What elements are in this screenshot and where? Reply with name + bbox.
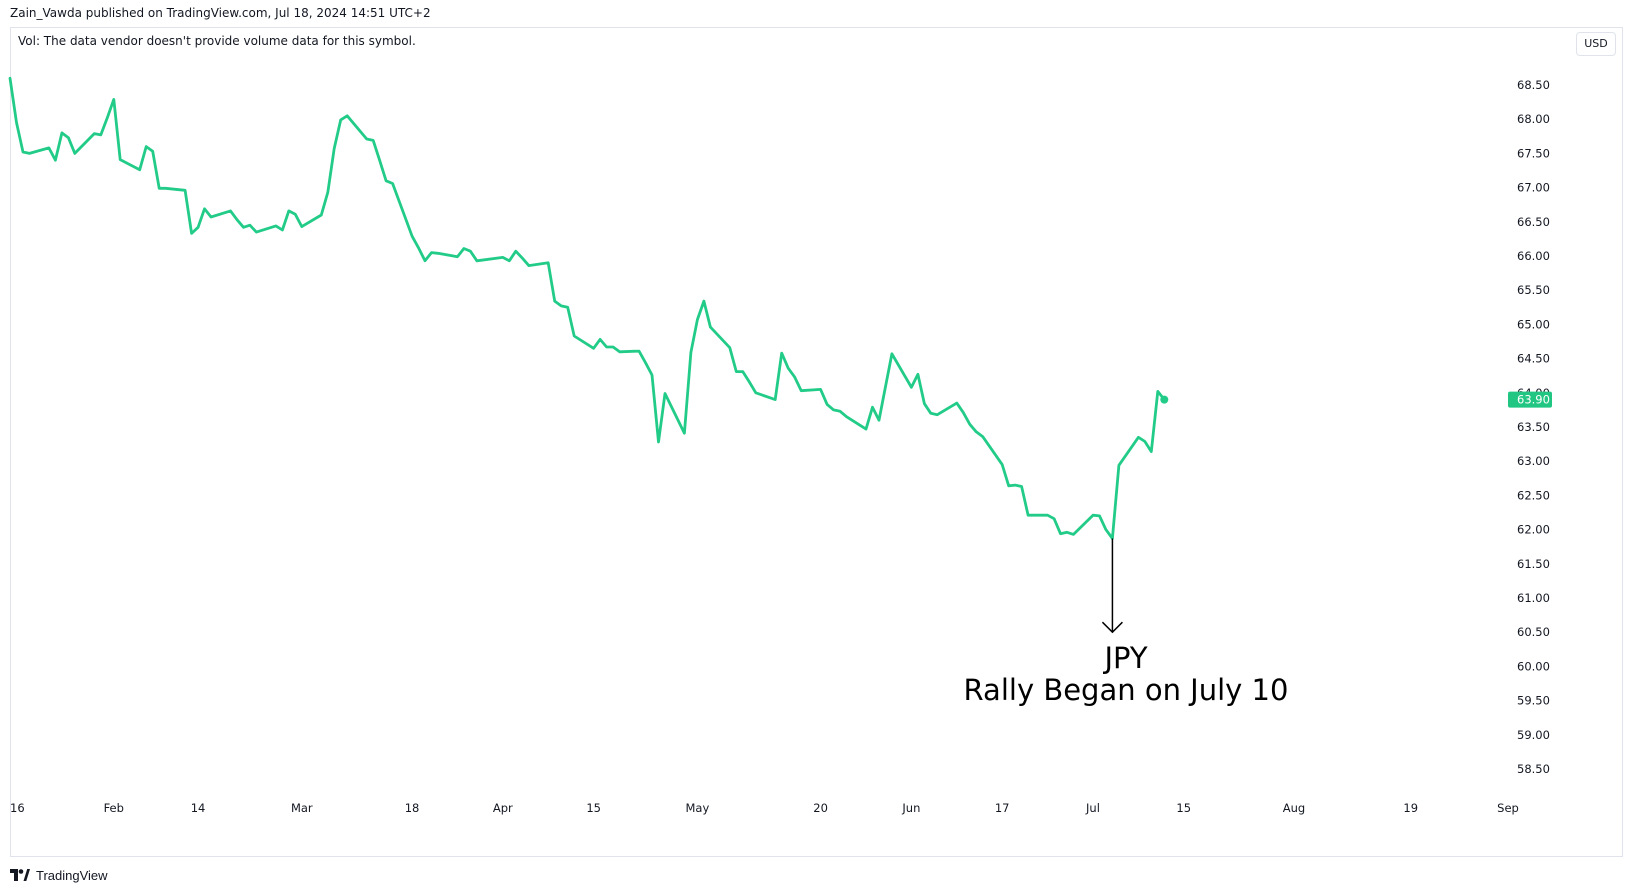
y-tick-label: 66.00	[1517, 249, 1550, 263]
y-tick-label: 67.00	[1517, 181, 1550, 195]
y-tick-label: 64.50	[1517, 352, 1550, 366]
x-tick-label: 15	[1176, 801, 1191, 815]
annotation-subtitle: Rally Began on July 10	[964, 673, 1289, 707]
y-tick-label: 65.50	[1517, 283, 1550, 297]
brand[interactable]: TradingView	[10, 866, 108, 884]
volume-note: Vol: The data vendor doesn't provide vol…	[18, 34, 416, 48]
x-tick-label: May	[686, 801, 710, 815]
x-tick-label: Jun	[901, 801, 920, 815]
y-tick-label: 61.50	[1517, 557, 1550, 571]
brand-name: TradingView	[36, 867, 108, 883]
publisher-line: Zain_Vawda published on TradingView.com,…	[10, 6, 431, 20]
chart-frame	[10, 27, 1623, 857]
y-tick-label: 65.00	[1517, 317, 1550, 331]
x-axis: 16 Feb 14 Mar 18 Apr 15 May 20 Jun 17 Jul 15 Aug 19 Sep	[10, 801, 1519, 815]
currency-button[interactable]: USD	[1576, 32, 1616, 56]
x-tick-label: Jul	[1085, 801, 1100, 815]
y-tick-label: 60.00	[1517, 659, 1550, 673]
y-tick-label: 68.00	[1517, 112, 1550, 126]
y-tick-label: 61.00	[1517, 591, 1550, 605]
last-price-label: 63.90	[1517, 393, 1550, 407]
x-tick-label: 14	[191, 801, 206, 815]
y-tick-label: 66.50	[1517, 215, 1550, 229]
x-tick-label: 18	[405, 801, 420, 815]
y-tick-label: 58.50	[1517, 762, 1550, 776]
last-price-tag-bg	[1508, 391, 1552, 408]
y-tick-label: 63.00	[1517, 454, 1550, 468]
series-group	[8, 76, 1169, 540]
price-series-line	[8, 76, 1166, 540]
y-tick-label: 62.50	[1517, 488, 1550, 502]
x-tick-label: Sep	[1497, 801, 1519, 815]
annotation-title: JPY	[1102, 641, 1147, 675]
y-tick-label: 59.50	[1517, 694, 1550, 708]
y-tick-label: 67.50	[1517, 146, 1550, 160]
y-tick-label: 62.00	[1517, 523, 1550, 537]
x-tick-label: 17	[995, 801, 1010, 815]
last-price-dot	[1160, 395, 1169, 404]
x-tick-label: Feb	[104, 801, 124, 815]
y-tick-label: 63.50	[1517, 420, 1550, 434]
x-tick-label: Apr	[493, 801, 513, 815]
y-axis: 68.50 68.00 67.50 67.00 66.50 66.00 65.50 65.00…	[1517, 78, 1550, 776]
y-tick-label: 59.00	[1517, 728, 1550, 742]
x-tick-label: 16	[10, 801, 25, 815]
x-tick-label: Mar	[291, 801, 313, 815]
y-tick-label: 68.50	[1517, 78, 1550, 92]
x-tick-label: 15	[586, 801, 601, 815]
x-tick-label: 19	[1403, 801, 1418, 815]
x-tick-label: 20	[813, 801, 828, 815]
y-tick-label: 60.50	[1517, 625, 1550, 639]
last-price-tag: 63.90	[1508, 391, 1552, 408]
tradingview-logo-icon	[10, 869, 30, 881]
annotation-arrow-head	[1101, 621, 1123, 634]
x-tick-label: Aug	[1283, 801, 1305, 815]
